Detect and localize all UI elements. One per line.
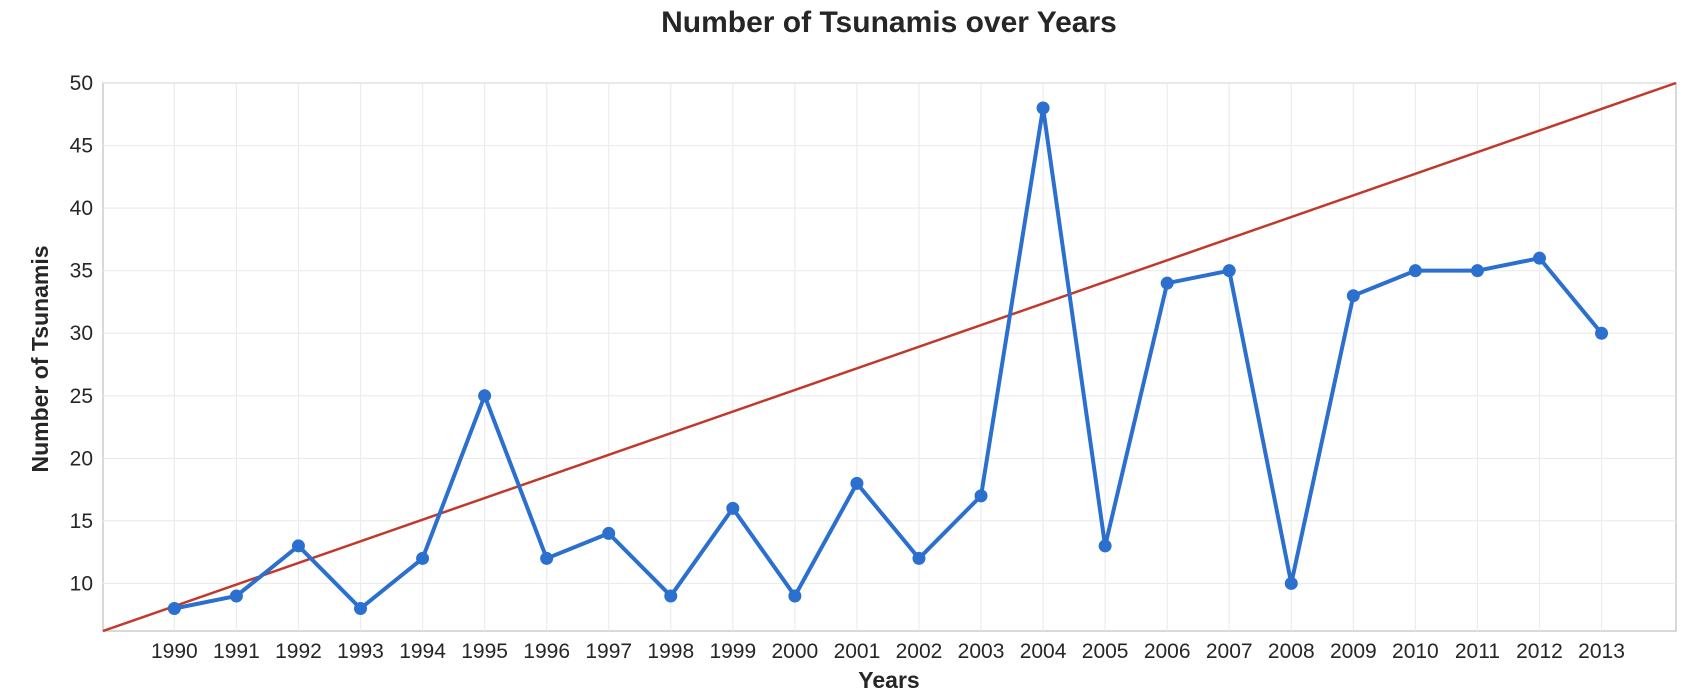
series-layer <box>167 101 1609 615</box>
data-point <box>540 551 554 565</box>
data-point <box>726 501 740 515</box>
x-tick-label: 2007 <box>1206 640 1253 663</box>
data-point <box>1532 251 1546 265</box>
data-point <box>167 601 181 615</box>
x-tick-label: 2008 <box>1268 640 1315 663</box>
data-point <box>664 589 678 603</box>
y-tick-label: 50 <box>70 72 93 95</box>
y-tick-label: 20 <box>70 447 93 470</box>
data-point <box>1470 264 1484 278</box>
x-tick-label: 1990 <box>151 640 198 663</box>
y-tick-label: 45 <box>70 135 93 158</box>
data-point <box>974 489 988 503</box>
y-tick-label: 40 <box>70 197 93 220</box>
data-point <box>1284 576 1298 590</box>
x-tick-label: 2005 <box>1082 640 1129 663</box>
y-tick-label: 25 <box>70 385 93 408</box>
x-tick-label: 2004 <box>1020 640 1067 663</box>
data-point <box>1595 326 1609 340</box>
data-point <box>478 389 492 403</box>
y-tick-labels: 10 15 20 25 30 35 40 45 50 <box>70 72 93 595</box>
x-tick-label: 1998 <box>647 640 694 663</box>
data-point <box>229 589 243 603</box>
x-tick-label: 1995 <box>461 640 508 663</box>
data-point <box>850 476 864 490</box>
x-tick-label: 1991 <box>213 640 260 663</box>
data-point <box>788 589 802 603</box>
data-point <box>1160 276 1174 290</box>
y-axis-label: Number of Tsunamis <box>27 245 53 472</box>
data-point <box>1346 289 1360 303</box>
data-point <box>602 526 616 540</box>
data-point <box>1036 101 1050 115</box>
y-tick-label: 15 <box>70 510 93 533</box>
trend-line <box>102 81 1677 633</box>
data-point <box>912 551 926 565</box>
chart-title: Number of Tsunamis over Years <box>661 6 1117 39</box>
x-tick-label: 2002 <box>896 640 943 663</box>
x-axis-label: Years <box>858 667 919 693</box>
x-tick-labels: 1990 1991 1992 1993 1994 1995 1996 1997 1998 1999… <box>151 640 1625 663</box>
x-tick-label: 1997 <box>585 640 632 663</box>
x-tick-label: 2013 <box>1578 640 1625 663</box>
x-tick-label: 1996 <box>523 640 570 663</box>
x-tick-label: 2003 <box>958 640 1005 663</box>
x-tick-label: 2000 <box>772 640 819 663</box>
x-tick-label: 2001 <box>834 640 881 663</box>
x-tick-label: 1992 <box>275 640 322 663</box>
x-tick-label: 1993 <box>337 640 384 663</box>
x-tick-label: 2011 <box>1455 640 1500 663</box>
x-tick-label: 2010 <box>1392 640 1439 663</box>
data-point <box>1222 264 1236 278</box>
y-tick-label: 30 <box>70 322 93 345</box>
data-point <box>1408 264 1422 278</box>
x-tick-label: 2006 <box>1144 640 1191 663</box>
x-tick-label: 1994 <box>399 640 446 663</box>
data-point <box>416 551 430 565</box>
series-line <box>172 106 1604 611</box>
x-tick-label: 2009 <box>1330 640 1377 663</box>
data-point <box>291 539 305 553</box>
y-tick-label: 10 <box>70 572 93 595</box>
x-tick-label: 2012 <box>1516 640 1563 663</box>
data-point <box>354 601 368 615</box>
data-point <box>1098 539 1112 553</box>
x-tick-label: 1999 <box>709 640 756 663</box>
trend-line-layer <box>102 81 1677 633</box>
y-tick-label: 35 <box>70 260 93 283</box>
